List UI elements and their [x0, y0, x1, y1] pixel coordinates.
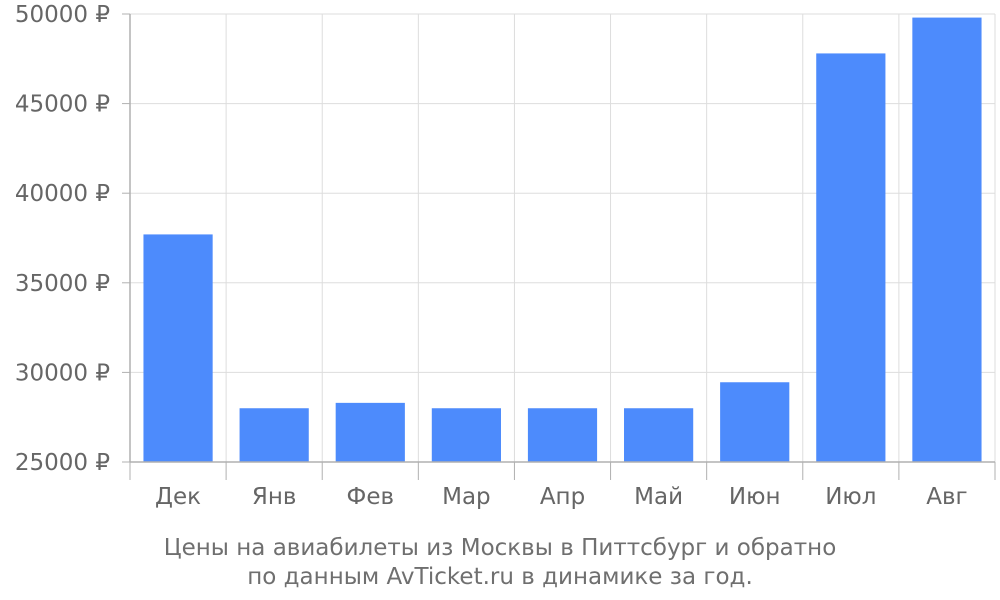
bar — [527, 408, 598, 462]
axes — [122, 13, 996, 480]
x-tick-label: Июн — [729, 484, 781, 510]
y-tick-label: 30000 ₽ — [15, 360, 110, 386]
bar — [624, 408, 694, 462]
grid — [129, 13, 996, 463]
bar — [816, 53, 886, 462]
y-tick-label: 35000 ₽ — [15, 271, 110, 297]
y-tick-label: 40000 ₽ — [15, 181, 110, 207]
x-tick-label: Дек — [155, 484, 201, 510]
chart-caption-line-2: по данным AvTicket.ru в динамике за год. — [247, 564, 753, 590]
y-tick-label: 50000 ₽ — [15, 2, 110, 28]
x-tick-label: Янв — [252, 484, 297, 510]
x-tick-label: Фев — [347, 484, 395, 510]
bar — [912, 17, 982, 463]
tick-labels: 25000 ₽ 30000 ₽ 35000 ₽ 40000 ₽ 45000 ₽ 50000… — [15, 2, 968, 510]
bar — [431, 408, 501, 462]
chart-caption-line-1: Цены на авиабилеты из Москвы в Питтсбург… — [163, 535, 837, 561]
x-tick-label: Мар — [442, 484, 491, 510]
bar — [143, 234, 213, 462]
bar — [720, 382, 790, 462]
y-tick-label: 45000 ₽ — [15, 92, 110, 118]
x-tick-label: Май — [634, 484, 683, 510]
y-tick-label: 25000 ₽ — [15, 450, 110, 476]
x-tick-label: Авг — [926, 484, 967, 510]
bars — [143, 17, 982, 463]
x-tick-label: Апр — [540, 484, 585, 510]
x-tick-label: Июл — [825, 484, 876, 510]
bar — [335, 402, 405, 462]
bar — [239, 408, 309, 462]
bar-chart: 25000 ₽ 30000 ₽ 35000 ₽ 40000 ₽ 45000 ₽ 50000… — [15, 2, 996, 510]
